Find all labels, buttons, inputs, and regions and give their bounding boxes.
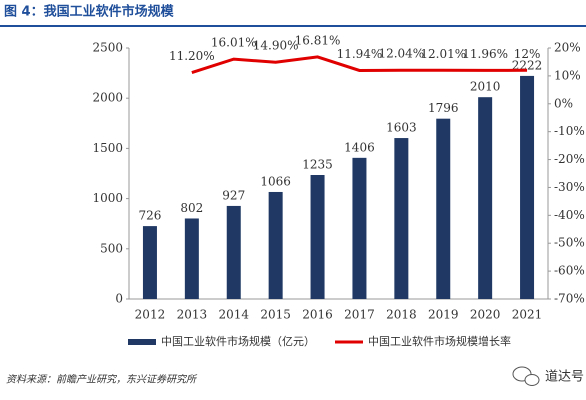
x-tick-label: 2013: [177, 308, 208, 322]
y2-tick-label: -50%: [554, 236, 585, 250]
bar: [352, 157, 367, 299]
line-label: 11.96%: [462, 47, 508, 61]
line-label: 16.81%: [295, 33, 341, 47]
x-tick-label: 2020: [470, 308, 501, 322]
bar-label: 2010: [470, 80, 501, 94]
bar-label: 1235: [302, 158, 333, 172]
legend-label: 中国工业软件市场规模（亿元）: [161, 334, 315, 348]
bar-label: 802: [180, 201, 203, 215]
bar-label: 1406: [344, 140, 375, 154]
bar-label: 1796: [428, 101, 459, 115]
bar: [142, 226, 157, 299]
x-tick-label: 2017: [344, 308, 375, 322]
y-tick-label: 1500: [92, 141, 123, 155]
y2-tick-label: -20%: [554, 152, 585, 166]
line-label: 12.01%: [420, 47, 466, 61]
y-tick-label: 500: [100, 241, 123, 255]
x-tick-label: 2019: [428, 308, 459, 322]
bar-label: 726: [138, 209, 161, 223]
line-label: 11.94%: [337, 47, 383, 61]
bar: [520, 75, 535, 300]
line-label: 11.20%: [169, 49, 215, 63]
line-label: 12.04%: [378, 47, 424, 61]
y2-tick-label: 10%: [554, 68, 581, 82]
y2-tick-label: -70%: [554, 292, 585, 306]
bar-label: 1066: [260, 174, 291, 188]
x-tick-label: 2012: [135, 308, 166, 322]
y2-tick-label: -10%: [554, 124, 585, 138]
bar-label: 927: [222, 188, 245, 202]
y2-tick-label: -60%: [554, 264, 585, 278]
line-label: 14.90%: [253, 39, 299, 53]
y2-tick-label: -40%: [554, 208, 585, 222]
bar: [184, 218, 199, 299]
chart-title: 图 4：我国工业软件市场规模: [4, 4, 175, 20]
bar: [478, 97, 493, 299]
bar: [226, 205, 241, 299]
x-tick-label: 2018: [386, 308, 417, 322]
legend-label: 中国工业软件市场规模增长率: [368, 334, 511, 348]
bar: [436, 118, 451, 299]
x-tick-label: 2015: [260, 308, 291, 322]
x-tick-label: 2016: [302, 308, 333, 322]
line-label: 16.01%: [211, 36, 257, 50]
y-tick-label: 1000: [92, 191, 123, 205]
y2-tick-label: 20%: [554, 41, 581, 55]
y-tick-label: 2500: [92, 41, 123, 55]
source: 资料来源：前瞻产业研究，东兴证券研究所: [6, 374, 198, 386]
y2-tick-label: -30%: [554, 180, 585, 194]
watermark-icon: [512, 366, 540, 386]
y-tick-label: 2000: [92, 91, 123, 105]
bar-label: 1603: [386, 121, 417, 135]
y-tick-label: 0: [115, 292, 123, 306]
y2-tick-label: 0%: [554, 96, 573, 110]
legend-swatch: [128, 339, 156, 345]
bar: [394, 138, 409, 299]
bar: [268, 191, 283, 299]
line-label: 12%: [514, 47, 541, 61]
x-tick-label: 2014: [218, 308, 249, 322]
bar: [310, 175, 325, 299]
line: [191, 55, 528, 74]
watermark: 道达号: [545, 370, 584, 385]
x-tick-label: 2021: [512, 308, 543, 322]
